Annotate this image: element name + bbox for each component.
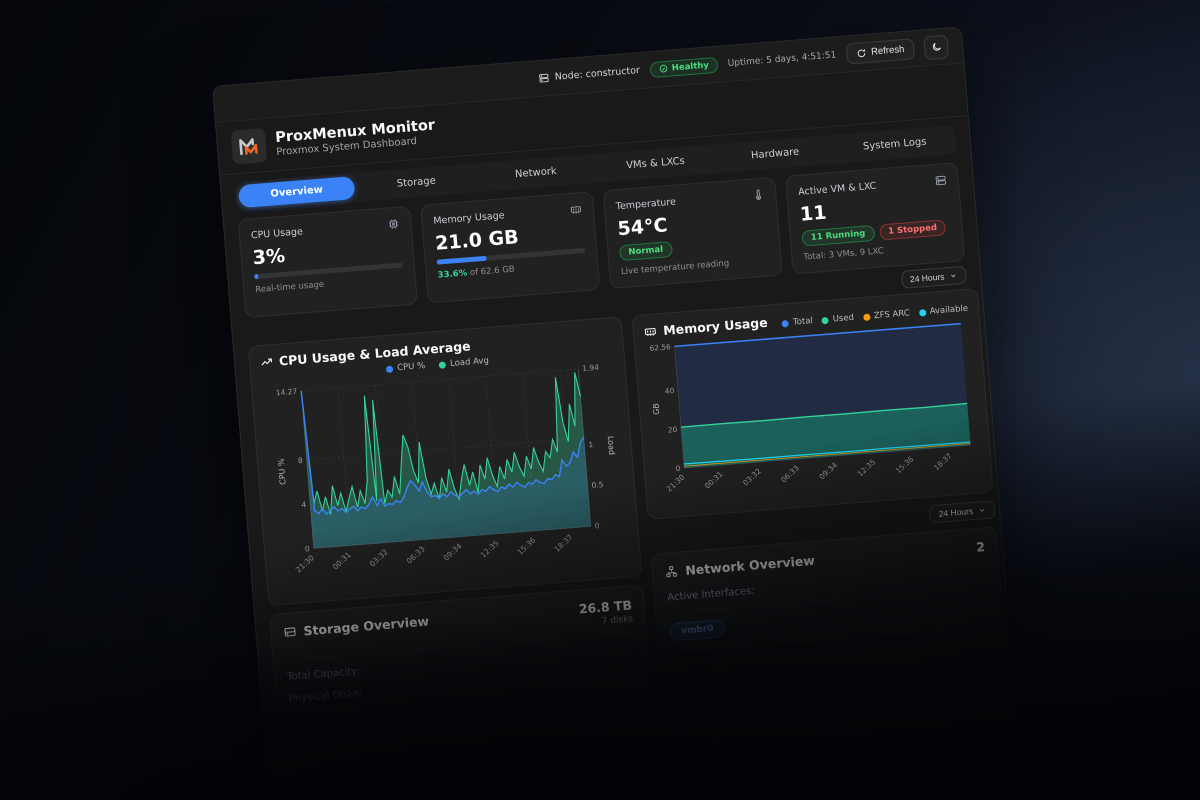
svg-text:4: 4 — [301, 500, 307, 509]
memory-usage-card: Memory Usage 21.0 GB 33.6% of 62.6 GB — [420, 191, 601, 304]
svg-text:0.5: 0.5 — [591, 480, 604, 490]
svg-text:Load: Load — [606, 436, 616, 456]
tab-network[interactable]: Network — [514, 165, 558, 181]
storage-title: Storage Overview — [302, 613, 430, 639]
memory-card-title: Memory Usage — [432, 209, 505, 227]
svg-text:09:34: 09:34 — [442, 541, 464, 562]
svg-text:03:32: 03:32 — [368, 547, 390, 568]
server-stack-icon — [935, 175, 946, 186]
svg-text:GB: GB — [652, 403, 662, 415]
svg-text:12:35: 12:35 — [856, 457, 878, 478]
proxmenux-logo-icon — [239, 138, 258, 156]
cpu-card-title: CPU Usage — [250, 225, 304, 241]
temperature-card: Temperature 54°C Normal Live temperature… — [602, 176, 783, 290]
memory-progress-fill — [436, 255, 487, 265]
app-logo — [230, 127, 268, 165]
legend-dot-available — [918, 308, 926, 317]
refresh-icon — [857, 48, 865, 57]
network-overview-card: Network Overview 2 Active Interfaces: vm… — [650, 526, 1005, 655]
health-badge: Healthy — [649, 56, 719, 78]
svg-text:18:37: 18:37 — [552, 532, 574, 553]
svg-text:03:32: 03:32 — [741, 466, 763, 487]
svg-text:14.27: 14.27 — [275, 387, 297, 398]
svg-text:8: 8 — [298, 456, 304, 465]
server-icon — [539, 73, 550, 83]
right-column: Memory Usage Total Used ZFS ARC Availabl… — [631, 287, 1005, 655]
tab-vms-lxcs[interactable]: VMs & LXCs — [625, 155, 686, 172]
legend-dot-used — [821, 316, 830, 324]
svg-text:0: 0 — [594, 521, 600, 530]
active-vm-lxc-card: Active VM & LXC 11 11 Running 1 Stopped … — [784, 162, 966, 275]
svg-text:00:31: 00:31 — [331, 550, 353, 571]
svg-text:40: 40 — [665, 386, 675, 396]
svg-text:1: 1 — [588, 440, 594, 449]
svg-text:21:30: 21:30 — [665, 472, 687, 493]
svg-text:CPU %: CPU % — [276, 458, 287, 485]
node-label: Node: constructor — [554, 65, 641, 83]
cpu-load-chart: 0 4 8 14.27 0 0.5 1 1.94 21:30 00:31 03:32 06:33 09:… — [275, 363, 616, 575]
hard-drive-icon — [284, 627, 296, 637]
dashboard-window: Node: constructor Healthy Uptime: 5 days… — [212, 26, 1018, 790]
svg-text:62.56: 62.56 — [650, 342, 672, 353]
network-title: Network Overview — [684, 552, 816, 578]
interface-badge[interactable]: vmbr0 — [669, 619, 726, 642]
temperature-card-title: Temperature — [615, 196, 677, 212]
cpu-progress-fill — [254, 273, 259, 280]
svg-text:15:36: 15:36 — [894, 454, 916, 475]
chevron-down-icon — [979, 508, 985, 512]
storage-disks-value: 7 disks — [601, 614, 634, 627]
uptime-text: Uptime: 5 days, 4:51:51 — [727, 49, 837, 69]
legend-dot-load — [438, 360, 447, 369]
tab-storage[interactable]: Storage — [396, 175, 437, 190]
svg-text:06:33: 06:33 — [405, 544, 427, 565]
svg-text:06:33: 06:33 — [780, 463, 802, 484]
time-range-select[interactable]: 24 Hours — [900, 265, 968, 289]
node-info: Node: constructor — [538, 65, 640, 84]
network-interface-count: 2 — [975, 539, 986, 555]
trending-up-icon — [261, 358, 273, 366]
svg-text:15:36: 15:36 — [516, 535, 538, 556]
cpu-icon — [388, 219, 399, 229]
time-range-select-2[interactable]: 24 Hours — [929, 500, 996, 524]
memory-chart: 0 20 40 62.56 21:30 00:31 03:32 06:33 09:34 12:35… — [650, 322, 972, 494]
temperature-status-badge: Normal — [618, 241, 673, 262]
svg-text:09:34: 09:34 — [818, 460, 840, 481]
check-circle-icon — [659, 64, 668, 73]
vm-card-title: Active VM & LXC — [797, 180, 877, 198]
thermometer-icon — [756, 189, 761, 200]
storage-overview-card: Storage Overview 26.8 TB 7 disks Total C… — [269, 584, 652, 718]
tab-hardware[interactable]: Hardware — [750, 146, 800, 162]
memory-icon — [570, 206, 582, 214]
legend-dot-zfs-arc — [862, 313, 871, 321]
charts-grid: CPU Usage & Load Average CPU % Load Avg … — [247, 287, 1005, 718]
legend-dot-total — [781, 319, 790, 328]
svg-text:1.94: 1.94 — [582, 363, 600, 373]
app-title-block: ProxMenux Monitor Proxmox System Dashboa… — [275, 118, 437, 158]
memory-icon — [645, 327, 657, 337]
svg-text:20: 20 — [668, 425, 678, 435]
svg-text:0: 0 — [676, 464, 682, 473]
svg-text:12:35: 12:35 — [479, 538, 501, 559]
theme-toggle-button[interactable] — [923, 34, 950, 60]
refresh-button[interactable]: Refresh — [845, 38, 916, 65]
cpu-load-chart-card: CPU Usage & Load Average CPU % Load Avg … — [247, 316, 643, 607]
moon-icon — [932, 42, 941, 51]
vm-stopped-badge: 1 Stopped — [878, 219, 947, 241]
svg-text:21:30: 21:30 — [294, 553, 316, 574]
left-column: CPU Usage & Load Average CPU % Load Avg … — [247, 316, 652, 718]
storage-total-value: 26.8 TB — [578, 597, 633, 617]
svg-text:00:31: 00:31 — [703, 470, 725, 491]
svg-text:0: 0 — [305, 544, 311, 553]
vm-running-badge: 11 Running — [801, 224, 875, 247]
network-icon — [666, 566, 678, 578]
tab-overview[interactable]: Overview — [237, 176, 356, 209]
cpu-usage-card: CPU Usage 3% Real-time usage — [237, 205, 418, 319]
tab-system-logs[interactable]: System Logs — [862, 136, 927, 153]
memory-chart-card: Memory Usage Total Used ZFS ARC Availabl… — [631, 287, 994, 520]
chevron-down-icon — [951, 274, 956, 278]
svg-text:18:37: 18:37 — [932, 451, 954, 472]
legend-dot-cpu — [385, 365, 394, 373]
